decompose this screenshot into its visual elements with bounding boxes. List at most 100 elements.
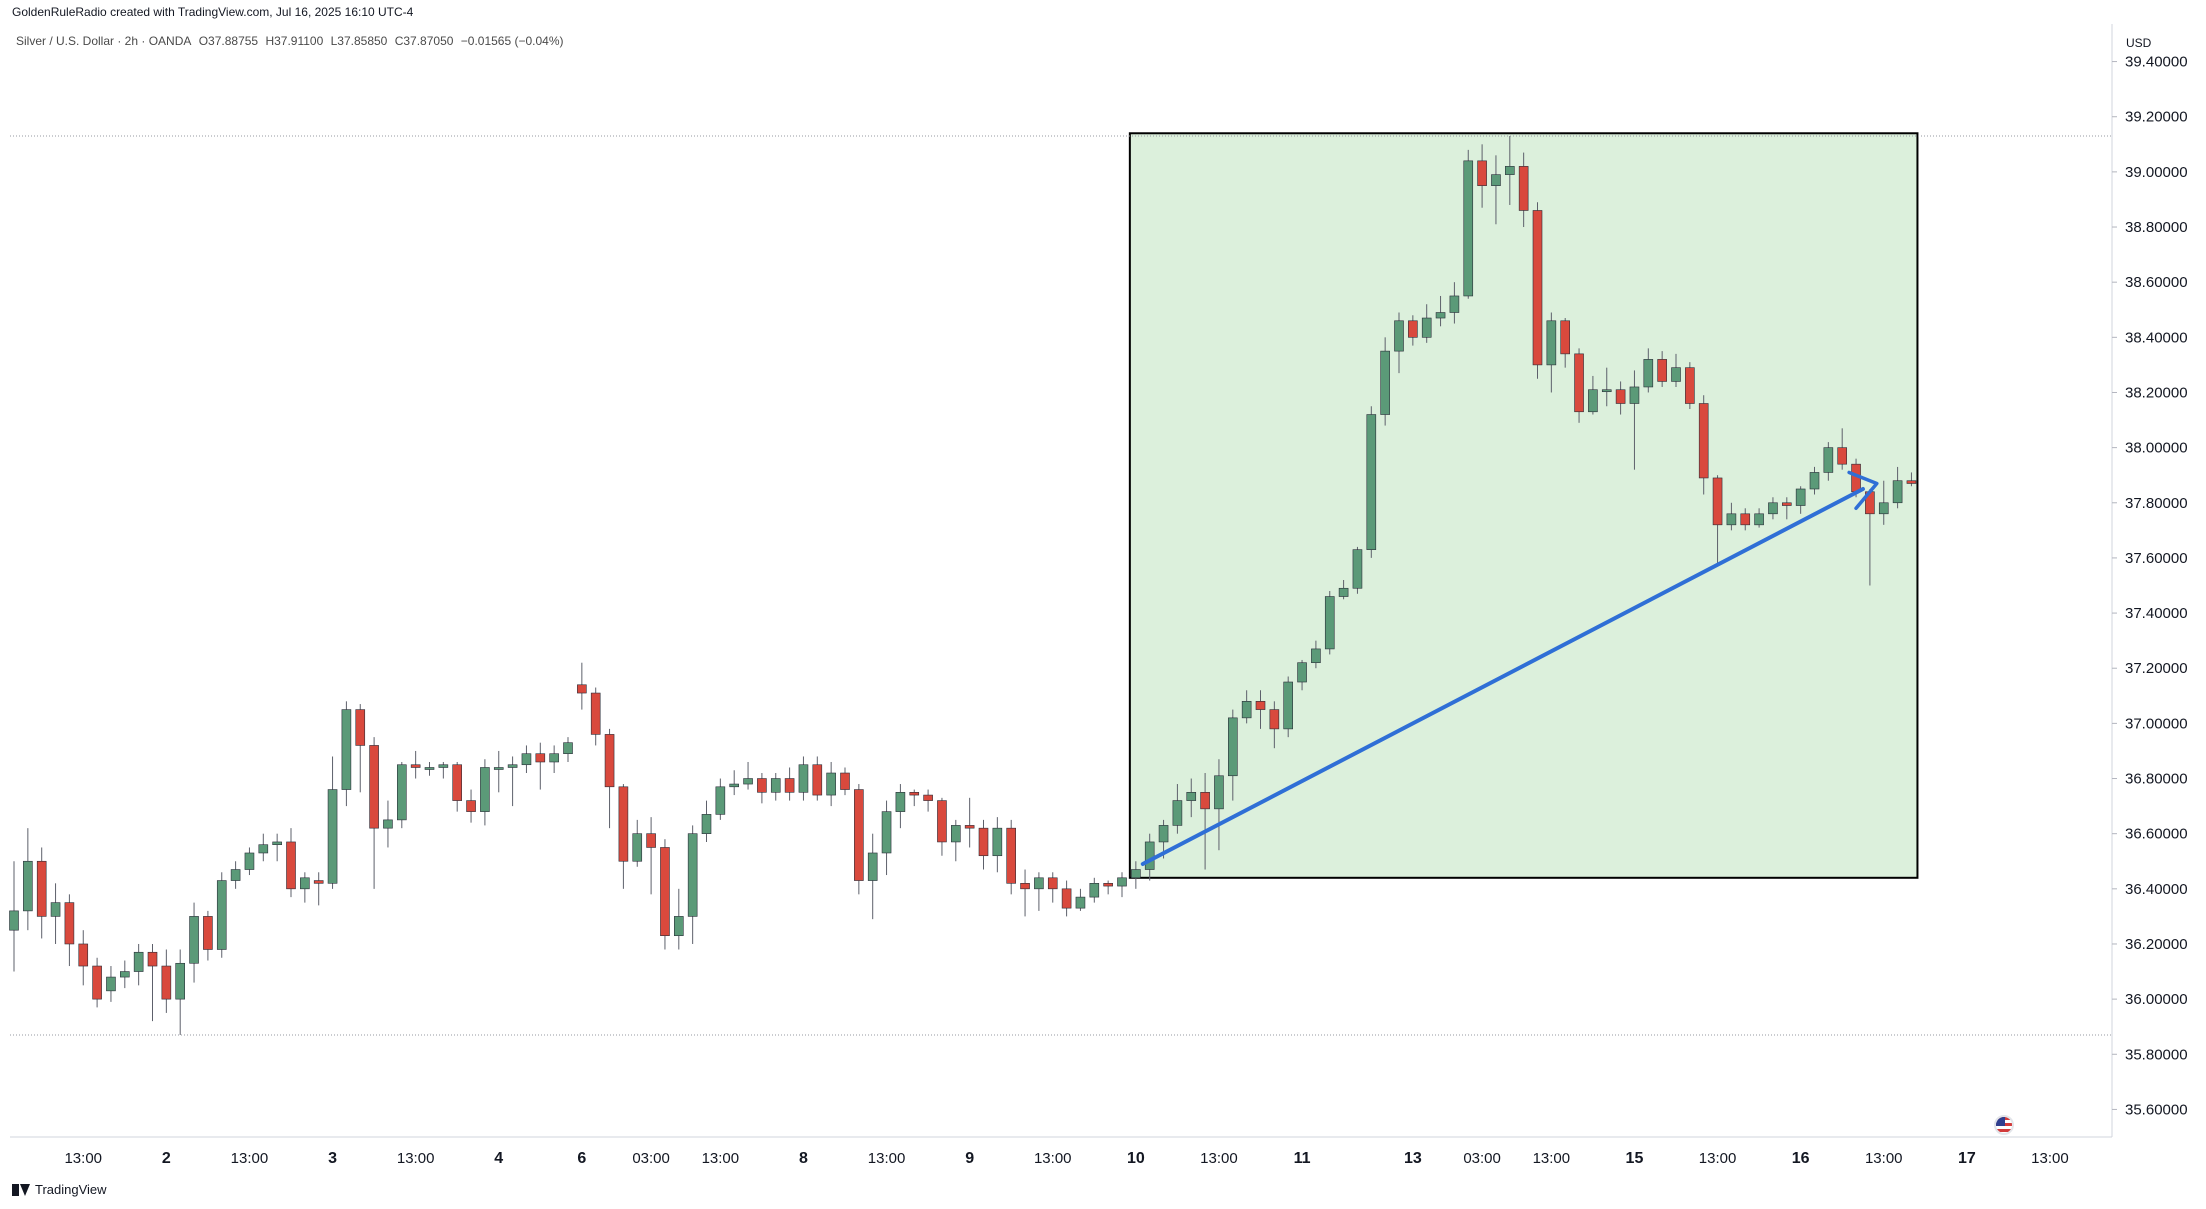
- candle: [521, 745, 532, 774]
- candle-body: [327, 789, 338, 884]
- candle-body: [1283, 681, 1293, 730]
- candle: [1449, 282, 1460, 324]
- candle-body: [396, 764, 407, 821]
- candle-body: [964, 825, 975, 829]
- candle: [1214, 759, 1224, 851]
- candle-body: [452, 764, 463, 801]
- candle: [923, 789, 933, 812]
- candle: [383, 800, 393, 848]
- price-tick-label: 37.20000: [2125, 660, 2188, 677]
- candle-body: [78, 943, 89, 967]
- price-tick-label: 38.80000: [2125, 219, 2188, 236]
- candle-body: [1366, 414, 1377, 550]
- axes-layer: 39.40000 39.20000 39.00000 38.80000 38.60000…: [10, 24, 2188, 1167]
- tradingview-branding: TradingView: [12, 1182, 107, 1197]
- candle-body: [424, 767, 435, 770]
- candle-body: [549, 753, 559, 763]
- candle-body: [715, 786, 726, 815]
- candle-body: [1117, 877, 1127, 887]
- price-tick-label: 38.00000: [2125, 440, 2188, 457]
- candle-body: [1186, 792, 1197, 801]
- candle-body: [1740, 513, 1751, 526]
- price-tick-label: 37.80000: [2125, 495, 2188, 512]
- candle: [715, 778, 726, 820]
- time-tick-label: 11: [1294, 1150, 1311, 1167]
- candle: [1629, 370, 1640, 470]
- time-tick-label: 13:00: [1034, 1150, 1072, 1167]
- candle: [23, 828, 33, 931]
- candle-body: [272, 841, 282, 846]
- candle: [1435, 295, 1446, 327]
- price-tick-label: 39.40000: [2125, 54, 2188, 71]
- price-axis-unit[interactable]: USD: [2126, 36, 2152, 50]
- candle: [1712, 475, 1723, 564]
- candle: [1754, 508, 1764, 528]
- price-tick-label: 39.00000: [2125, 164, 2188, 181]
- candle: [313, 872, 324, 906]
- candle: [1089, 877, 1100, 903]
- candle-body: [1421, 317, 1432, 338]
- candle-body: [1131, 869, 1141, 879]
- candle: [535, 742, 546, 790]
- candle-body: [286, 841, 296, 890]
- candle: [327, 756, 338, 889]
- candle-body: [258, 844, 269, 854]
- candle-body: [895, 792, 906, 812]
- tradingview-logo-icon: [12, 1183, 30, 1196]
- candle: [1643, 348, 1654, 393]
- candle: [36, 847, 47, 939]
- candle-body: [1878, 502, 1889, 515]
- candle: [757, 773, 767, 804]
- trendline-layer[interactable]: [1140, 470, 1879, 867]
- candle-body: [521, 753, 532, 766]
- us-flag-icon[interactable]: [1994, 1115, 2014, 1135]
- candle-body: [604, 734, 615, 788]
- candle-body: [1505, 166, 1515, 175]
- candle-body: [798, 764, 809, 793]
- candle: [1740, 508, 1751, 531]
- candle: [410, 750, 421, 779]
- ohlc-change: −0.01565 (−0.04%): [460, 34, 564, 48]
- time-tick-label: 13:00: [1865, 1150, 1903, 1167]
- candle-body: [840, 772, 850, 790]
- candle: [1726, 502, 1737, 531]
- candle-body: [646, 833, 656, 848]
- price-tick-label: 36.20000: [2125, 936, 2188, 953]
- candle-body: [618, 786, 629, 862]
- candle: [1366, 406, 1377, 558]
- candle: [1588, 375, 1598, 415]
- candle: [493, 750, 504, 793]
- candle-body: [1823, 447, 1834, 473]
- trendline: [1140, 486, 1865, 867]
- ohlc-low: L37.85850: [330, 34, 388, 48]
- time-tick-label: 16: [1792, 1150, 1810, 1167]
- candle-body: [1615, 389, 1626, 404]
- candle-body: [937, 800, 947, 843]
- candle: [964, 797, 975, 848]
- candle-body: [854, 789, 864, 881]
- candle: [604, 728, 615, 829]
- candle: [1269, 701, 1280, 749]
- candle: [1103, 880, 1113, 895]
- candle-body: [1782, 502, 1792, 506]
- candle-body: [161, 965, 172, 1000]
- candle: [424, 761, 435, 776]
- candles-layer[interactable]: [9, 136, 1917, 1035]
- candle-body: [230, 869, 241, 881]
- candle-body: [493, 767, 504, 770]
- candle-body: [1158, 825, 1169, 843]
- candle-body: [1754, 513, 1764, 526]
- price-tick-label: 36.60000: [2125, 826, 2188, 843]
- candle: [840, 767, 850, 796]
- price-tick-label: 36.40000: [2125, 881, 2188, 898]
- candle-body: [1671, 367, 1681, 382]
- candle-body: [1089, 883, 1100, 898]
- candle: [286, 828, 296, 898]
- candle-body: [1518, 166, 1529, 211]
- symbol-name[interactable]: Silver / U.S. Dollar · 2h · OANDA: [16, 34, 192, 48]
- candle-body: [577, 684, 587, 694]
- candle: [1324, 591, 1335, 655]
- price-tick-label: 37.40000: [2125, 605, 2188, 622]
- candle: [632, 819, 643, 867]
